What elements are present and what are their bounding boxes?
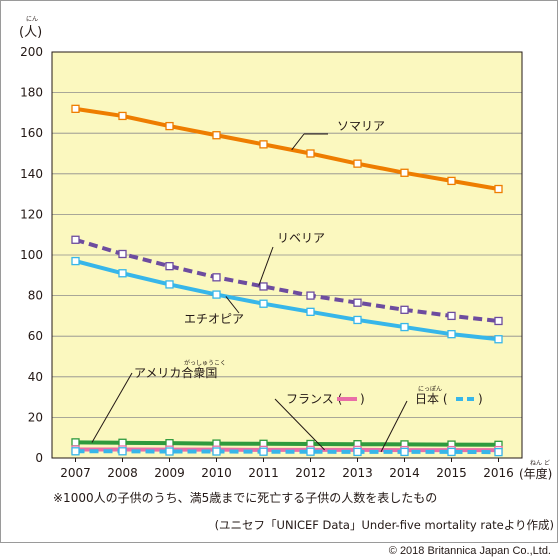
data-point: [447, 311, 456, 321]
x-tick-label: 2013: [342, 466, 373, 480]
y-tick-label: 200: [20, 45, 43, 59]
data-point: [165, 262, 174, 271]
series-line: [74, 237, 499, 323]
axes: 0 20 40 60 80 100 120 140 160 180 200 2007 2008 2009 2…: [20, 45, 523, 480]
plot-border: [51, 51, 523, 459]
x-tick-label: 2010: [201, 466, 232, 480]
y-tick-label: 0: [35, 451, 43, 465]
data-point: [306, 307, 315, 316]
series-label: リベリア: [277, 231, 325, 245]
data-point: [165, 121, 174, 131]
x-tick-label: 2014: [389, 466, 420, 480]
series-label: エチオピア: [184, 312, 244, 326]
data-point: [118, 111, 127, 121]
x-tick-label: 2011: [248, 466, 279, 480]
data-point: [494, 316, 503, 326]
y-tick-label: 20: [28, 410, 43, 424]
series-line: [75, 440, 499, 447]
data-point: [212, 447, 221, 456]
data-point: [118, 447, 127, 456]
x-tick-label: 2007: [60, 466, 91, 480]
data-point: [306, 291, 315, 300]
series-label: アメリカ合衆国: [134, 365, 217, 380]
series-line: [75, 106, 499, 191]
data-point: [306, 149, 315, 158]
series-label: 日本 (: [415, 392, 448, 406]
footnote: ※1000人の子供のうち、満5歳までに死亡する子供の人数を表したもの: [53, 490, 437, 505]
copyright: © 2018 Britannica Japan Co.,Ltd.: [388, 545, 551, 557]
y-axis-unit-ruby: にん: [26, 16, 38, 23]
data-point: [71, 256, 80, 266]
series-label: フランス (: [286, 392, 342, 406]
data-point: [447, 176, 456, 186]
data-point: [259, 299, 268, 308]
data-point: [447, 330, 456, 339]
data-point: [259, 140, 268, 149]
series-label-ruby: にっぽん: [418, 385, 442, 393]
series-line: [75, 449, 499, 455]
data-point: [400, 447, 409, 457]
y-tick-label: 180: [20, 86, 43, 100]
data-point: [400, 168, 409, 177]
series-label: ソマリア: [337, 119, 385, 133]
series-line: [74, 259, 499, 342]
series-lines: [71, 104, 503, 457]
y-tick-label: 60: [28, 329, 43, 343]
x-tick-label: 2015: [436, 466, 467, 480]
x-tick-label: 2016: [483, 466, 514, 480]
x-axis-unit-ruby: ねん ど: [530, 459, 550, 467]
data-point: [259, 282, 268, 291]
x-axis-unit: (年度): [519, 466, 552, 481]
y-tick-label: 160: [20, 126, 43, 140]
legend-close-paren: ): [478, 392, 483, 406]
y-tick-label: 100: [20, 248, 43, 262]
data-point: [400, 322, 409, 332]
y-tick-label: 80: [28, 289, 43, 303]
data-point: [259, 447, 268, 456]
data-point: [212, 290, 221, 299]
data-point: [118, 269, 127, 278]
x-tick-label: 2009: [154, 466, 185, 480]
data-point: [118, 438, 127, 447]
data-point: [353, 159, 362, 168]
data-point: [71, 438, 80, 447]
data-point: [71, 235, 80, 244]
y-tick-label: 120: [20, 207, 43, 221]
data-point: [165, 447, 174, 456]
leader-line: [274, 398, 325, 451]
data-point: [165, 280, 174, 289]
series-label-ruby: がっしゅうこく: [184, 359, 226, 367]
x-tick-label: 2012: [295, 466, 326, 480]
data-point: [353, 298, 362, 307]
data-point: [400, 305, 409, 314]
leader-line: [225, 296, 240, 314]
data-point: [353, 447, 362, 457]
source-note: (ユニセフ「UNICEF Data」Under-five mortality r…: [215, 518, 554, 532]
grid: [52, 92, 522, 418]
y-tick-label: 140: [20, 167, 43, 181]
data-point: [71, 104, 80, 113]
data-point: [71, 447, 80, 456]
leader-line: [91, 372, 133, 443]
data-point: [494, 335, 503, 344]
data-point: [118, 249, 127, 259]
data-point: [447, 447, 456, 457]
data-point: [353, 315, 362, 325]
data-point: [212, 273, 221, 282]
leader-line: [258, 246, 274, 286]
data-point: [212, 131, 221, 140]
data-point: [494, 184, 503, 194]
x-tick-label: 2008: [107, 466, 138, 480]
legend-close-paren: ): [360, 392, 365, 406]
data-point: [494, 447, 503, 457]
data-point: [306, 447, 315, 456]
y-axis-unit: (人): [19, 25, 42, 40]
y-tick-label: 40: [28, 370, 43, 384]
leader-line: [380, 400, 408, 453]
leader-line: [291, 133, 305, 151]
